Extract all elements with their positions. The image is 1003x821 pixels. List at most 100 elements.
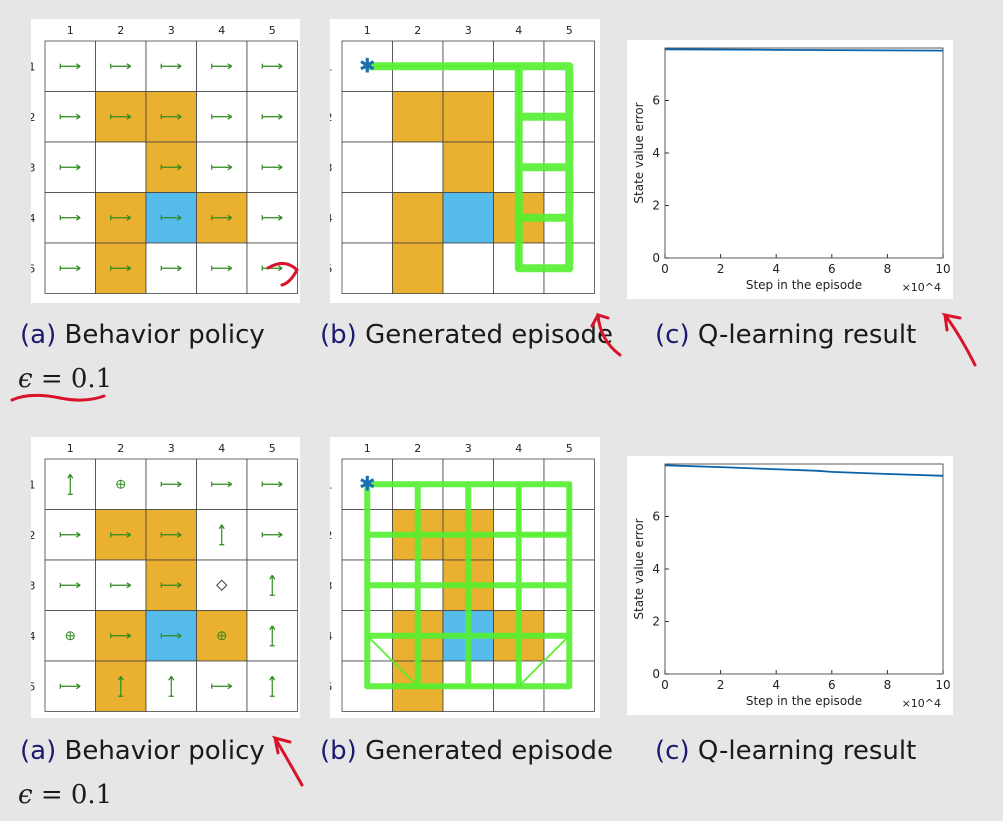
- caption-a-top: (a) Behavior policy: [20, 320, 265, 350]
- right-arrow-icon: [211, 265, 233, 272]
- x-multiplier-label: ×10^4: [902, 281, 941, 294]
- grid-cell: [392, 242, 444, 294]
- y-axis-label: State value error: [632, 518, 646, 619]
- x-tick-label: 0: [661, 678, 669, 692]
- right-arrow-icon: [211, 164, 233, 171]
- diamond-icon: [216, 579, 228, 591]
- row-label: 2: [31, 111, 36, 124]
- x-tick-label: 4: [772, 262, 780, 276]
- row-label: 3: [31, 161, 36, 174]
- stay-cross-icon: [116, 480, 125, 489]
- right-arrow-icon: [211, 481, 233, 488]
- x-tick-label: 6: [828, 262, 836, 276]
- row-label: 5: [31, 680, 36, 693]
- x-tick-label: 4: [772, 678, 780, 692]
- y-tick-label: 2: [652, 615, 660, 629]
- grid-cell: [341, 242, 393, 294]
- vertical-arrow-icon: [269, 675, 276, 697]
- arrow-annotation-bottom: [271, 735, 304, 787]
- vertical-arrow-icon: [269, 574, 276, 596]
- row-label: 3: [330, 579, 333, 592]
- grid-cell: [341, 91, 393, 143]
- right-arrow-icon: [160, 113, 182, 120]
- q-learning-result-chart-top: 0 2 4 6 8 10 0 2 4 6 Step in the episode State valu…: [627, 40, 953, 299]
- row-label: 4: [31, 212, 36, 225]
- row-label: 4: [330, 630, 333, 643]
- grid-cell: [442, 141, 494, 193]
- x-tick-label: 10: [935, 262, 950, 276]
- x-multiplier-label: ×10^4: [902, 697, 941, 710]
- behavior-policy-grid-top: 1 2 3 4 5 1 2 3 4 5: [31, 19, 300, 303]
- right-arrow-icon: [110, 531, 132, 538]
- column-label: 1: [67, 24, 74, 37]
- row-label: 3: [31, 579, 36, 592]
- right-arrow-icon: [261, 164, 283, 171]
- grid-cell: [442, 242, 494, 294]
- y-tick-label: 4: [652, 562, 660, 576]
- x-tick-label: 0: [661, 262, 669, 276]
- right-arrow-icon: [59, 63, 81, 70]
- y-tick-label: 4: [652, 146, 660, 160]
- column-label: 1: [364, 442, 371, 455]
- y-axis-label: State value error: [632, 102, 646, 203]
- epsilon-label-top: ϵ = 0.1: [18, 364, 113, 394]
- row-label: 1: [330, 478, 333, 491]
- right-arrow-icon: [59, 531, 81, 538]
- column-label: 4: [218, 24, 225, 37]
- row-label: 5: [330, 680, 333, 693]
- x-tick-label: 2: [717, 678, 725, 692]
- right-arrow-icon: [59, 214, 81, 221]
- caption-c-bottom: (c) Q-learning result: [655, 736, 917, 766]
- right-arrow-icon: [261, 214, 283, 221]
- x-axis-label: Step in the episode: [746, 694, 862, 708]
- column-label: 2: [414, 442, 421, 455]
- grid-cell: [95, 141, 147, 193]
- right-arrow-icon: [160, 63, 182, 70]
- plot-area: [664, 463, 944, 675]
- grid-cell: [341, 192, 393, 244]
- epsilon-label-bottom: ϵ = 0.1: [18, 780, 113, 810]
- right-arrow-icon: [160, 214, 182, 221]
- right-arrow-icon: [160, 164, 182, 171]
- right-arrow-icon: [110, 632, 132, 639]
- row-label: 1: [31, 60, 36, 73]
- stay-cross-icon: [66, 631, 75, 640]
- episode-trajectory: [366, 483, 571, 688]
- right-arrow-icon: [261, 481, 283, 488]
- start-marker-icon: ✱: [359, 471, 376, 495]
- x-tick-label: 10: [935, 678, 950, 692]
- column-label: 1: [67, 442, 74, 455]
- column-label: 3: [168, 24, 175, 37]
- right-arrow-icon: [110, 63, 132, 70]
- column-label: 2: [117, 24, 124, 37]
- row-label: 5: [31, 262, 36, 275]
- arrow-annotation-grid: [266, 262, 299, 287]
- x-tick-label: 8: [884, 262, 892, 276]
- row-label: 5: [330, 262, 333, 275]
- generated-episode-grid-top: 1 2 3 4 5 1 2 3 4 5 ✱: [330, 19, 600, 303]
- right-arrow-icon: [160, 632, 182, 639]
- caption-c-top: (c) Q-learning result: [655, 320, 917, 350]
- right-arrow-icon: [160, 531, 182, 538]
- column-label: 3: [168, 442, 175, 455]
- start-marker-icon: ✱: [359, 53, 376, 77]
- y-tick-label: 6: [652, 94, 660, 108]
- column-label: 5: [269, 442, 276, 455]
- episode-trajectory: [366, 65, 520, 270]
- right-arrow-icon: [59, 113, 81, 120]
- underline-annotation: [10, 393, 106, 402]
- state-value-error-line: [664, 48, 944, 52]
- column-label: 5: [566, 442, 573, 455]
- x-axis-label: Step in the episode: [746, 278, 862, 292]
- right-arrow-icon: [160, 481, 182, 488]
- y-tick-label: 0: [652, 251, 660, 265]
- column-label: 2: [117, 442, 124, 455]
- trajectory-stroke: [366, 634, 571, 688]
- x-tick-label: 2: [717, 262, 725, 276]
- y-tick-label: 0: [652, 667, 660, 681]
- q-learning-result-chart-bottom: 0 2 4 6 8 10 0 2 4 6 Step in the episode State valu…: [627, 456, 953, 715]
- right-arrow-icon: [59, 164, 81, 171]
- state-value-error-line: [664, 464, 944, 477]
- right-arrow-icon: [110, 113, 132, 120]
- vertical-arrow-icon: [67, 473, 74, 495]
